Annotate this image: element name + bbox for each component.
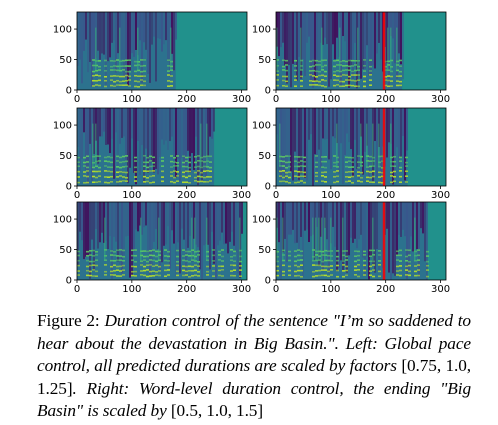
y-tick-label: 50 bbox=[59, 55, 72, 66]
spectrogram-panel-left-1: 0 100 200 300 0 50 100 bbox=[53, 11, 251, 105]
panel-frame bbox=[76, 11, 248, 91]
x-tick-label: 200 bbox=[177, 284, 196, 295]
panel-frame bbox=[76, 201, 248, 281]
y-tick-label: 100 bbox=[53, 25, 72, 36]
x-tick-label: 100 bbox=[321, 190, 340, 201]
x-tick-label: 100 bbox=[122, 284, 141, 295]
spectrogram-figure: 0 100 200 300 0 50 100 0 100 200 300 0 50 100 0 100 200 3… bbox=[53, 11, 450, 295]
y-tick-label: 50 bbox=[59, 245, 72, 256]
x-tick-label: 200 bbox=[376, 284, 395, 295]
spectrogram-panel-right-2: 0 100 200 300 0 50 100 bbox=[252, 107, 450, 201]
caption-text-part2: . Right: Word-level duration control, th… bbox=[37, 378, 471, 421]
y-tick-label: 100 bbox=[252, 215, 271, 226]
x-tick-label: 300 bbox=[232, 94, 251, 105]
x-tick-label: 300 bbox=[232, 284, 251, 295]
x-tick-label: 0 bbox=[273, 190, 279, 201]
spectrogram-panel-right-1: 0 100 200 300 0 50 100 bbox=[252, 11, 450, 105]
x-tick-label: 0 bbox=[74, 190, 80, 201]
y-tick-label: 100 bbox=[252, 25, 271, 36]
x-tick-label: 100 bbox=[122, 94, 141, 105]
panel-frame bbox=[275, 11, 447, 91]
x-tick-label: 300 bbox=[232, 190, 251, 201]
y-tick-label: 50 bbox=[258, 55, 271, 66]
y-tick-label: 100 bbox=[53, 121, 72, 132]
x-tick-label: 100 bbox=[321, 284, 340, 295]
caption-factors-left: [0.75, 1.0, 1.25] bbox=[37, 356, 471, 398]
caption-factors-right: [0.5, 1.0, 1.5] bbox=[170, 401, 264, 420]
x-tick-label: 0 bbox=[273, 94, 279, 105]
panel-frame bbox=[76, 107, 248, 187]
spectrogram-panel-left-2: 0 100 200 300 0 50 100 bbox=[53, 107, 251, 201]
y-tick-label: 100 bbox=[53, 215, 72, 226]
y-tick-label: 0 bbox=[66, 276, 72, 287]
y-tick-label: 0 bbox=[265, 182, 271, 193]
y-tick-label: 100 bbox=[252, 121, 271, 132]
spectrogram-panel-left-3: 0 100 200 300 0 50 100 bbox=[53, 201, 251, 295]
x-tick-label: 200 bbox=[376, 94, 395, 105]
x-tick-label: 0 bbox=[273, 284, 279, 295]
caption-text-part1: Duration control of the sentence "I’m so… bbox=[37, 311, 471, 375]
figure-caption: Figure 2: Duration control of the senten… bbox=[37, 310, 471, 423]
x-tick-label: 0 bbox=[74, 284, 80, 295]
y-tick-label: 50 bbox=[258, 151, 271, 162]
y-tick-label: 0 bbox=[66, 182, 72, 193]
spectrogram-content bbox=[276, 202, 429, 280]
spectrogram-content bbox=[77, 12, 177, 90]
spectrogram-content bbox=[276, 108, 408, 186]
panel-frame bbox=[275, 107, 447, 187]
x-tick-label: 0 bbox=[74, 94, 80, 105]
x-tick-label: 100 bbox=[321, 94, 340, 105]
y-tick-label: 0 bbox=[66, 86, 72, 97]
x-tick-label: 100 bbox=[122, 190, 141, 201]
x-tick-label: 300 bbox=[431, 94, 450, 105]
x-tick-label: 300 bbox=[431, 190, 450, 201]
x-tick-label: 200 bbox=[376, 190, 395, 201]
spectrogram-content bbox=[77, 202, 243, 280]
x-tick-label: 200 bbox=[177, 190, 196, 201]
y-tick-label: 50 bbox=[258, 245, 271, 256]
caption-label: Figure 2: bbox=[37, 311, 100, 330]
x-tick-label: 300 bbox=[431, 284, 450, 295]
y-tick-label: 0 bbox=[265, 276, 271, 287]
spectrogram-content bbox=[276, 12, 404, 90]
panel-frame bbox=[275, 201, 447, 281]
spectrogram-content bbox=[77, 108, 215, 186]
y-tick-label: 50 bbox=[59, 151, 72, 162]
x-tick-label: 200 bbox=[177, 94, 196, 105]
spectrogram-panel-right-3: 0 100 200 300 0 50 100 bbox=[252, 201, 450, 295]
y-tick-label: 0 bbox=[265, 86, 271, 97]
